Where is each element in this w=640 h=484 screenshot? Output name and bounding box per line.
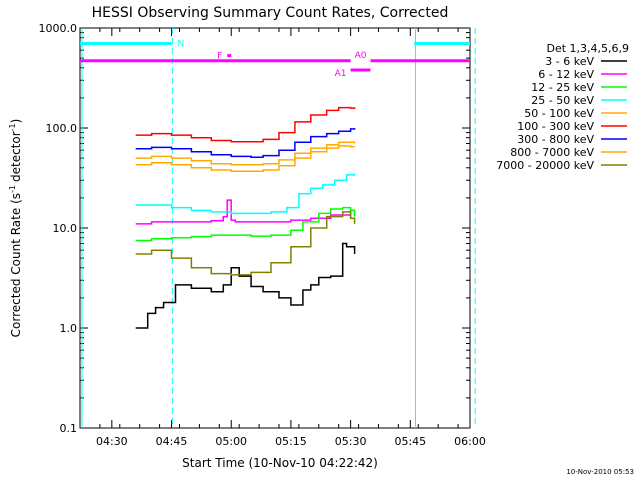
flag-label: A1 [335, 69, 347, 79]
y-tick-label: 0.1 [60, 422, 78, 435]
flag-label: F [217, 52, 222, 62]
y-label-main: Corrected Count Rate (s [9, 193, 23, 337]
legend-entry: 6 - 12 keV [538, 68, 594, 81]
chart-title: HESSI Observing Summary Count Rates, Cor… [92, 5, 449, 21]
x-tick-label: 05:15 [275, 435, 307, 448]
legend-entry: 50 - 100 keV [524, 107, 594, 120]
flag-bars: N F A0 A1 [80, 39, 470, 79]
y-tick-label: 10.0 [53, 222, 78, 235]
series-line [135, 141, 356, 166]
series-line [135, 242, 356, 329]
series-line [135, 206, 356, 242]
x-tick-label: 05:45 [394, 435, 426, 448]
x-axis-label: Start Time (10-Nov-10 04:22:42) [182, 456, 378, 470]
y-label-unit: detector [9, 131, 23, 182]
y-tick-label: 100.0 [46, 122, 78, 135]
x-tick-label: 06:00 [454, 435, 486, 448]
legend-entry: 12 - 25 keV [531, 81, 594, 94]
flag-label: A0 [355, 51, 367, 61]
legend-entry: 100 - 300 keV [517, 120, 594, 133]
y-tick-label: 1.0 [60, 322, 78, 335]
plot-frame [79, 27, 471, 429]
y-axis-label: Corrected Count Rate (s-1detector-1) [8, 119, 23, 338]
legend-title: Det 1,3,4,5,6,9 [546, 42, 629, 55]
series-line [135, 145, 355, 172]
attenuator-lines [81, 28, 476, 428]
y-label-exp2: -1 [8, 123, 17, 131]
footer-timestamp: 10-Nov-2010 05:53 [566, 468, 634, 476]
series-line [135, 199, 355, 225]
x-tick-label: 05:30 [335, 435, 367, 448]
series-line [135, 128, 356, 158]
flag-label: N [178, 39, 185, 49]
legend-entry: 7000 - 20000 keV [496, 159, 594, 172]
y-axis: 0.1 1.0 10.0 100.0 1000.0 [39, 22, 470, 435]
series-lines [135, 106, 356, 329]
legend-entry: 25 - 50 keV [531, 94, 594, 107]
series-line [135, 106, 356, 143]
series-line [135, 211, 356, 276]
y-label-exp: -1 [8, 185, 17, 193]
y-label-close: ) [9, 119, 23, 124]
x-tick-label: 04:30 [96, 435, 128, 448]
y-tick-label: 1000.0 [39, 22, 78, 35]
x-tick-label: 05:00 [215, 435, 247, 448]
x-tick-label: 04:45 [156, 435, 188, 448]
series-line [135, 173, 356, 215]
legend-entry: 800 - 7000 keV [510, 146, 594, 159]
legend-entry: 3 - 6 keV [545, 55, 594, 68]
legend-entry: 300 - 800 keV [517, 133, 594, 146]
x-axis: 04:30 04:45 05:00 05:15 05:30 05:45 06:00 [79, 28, 486, 448]
